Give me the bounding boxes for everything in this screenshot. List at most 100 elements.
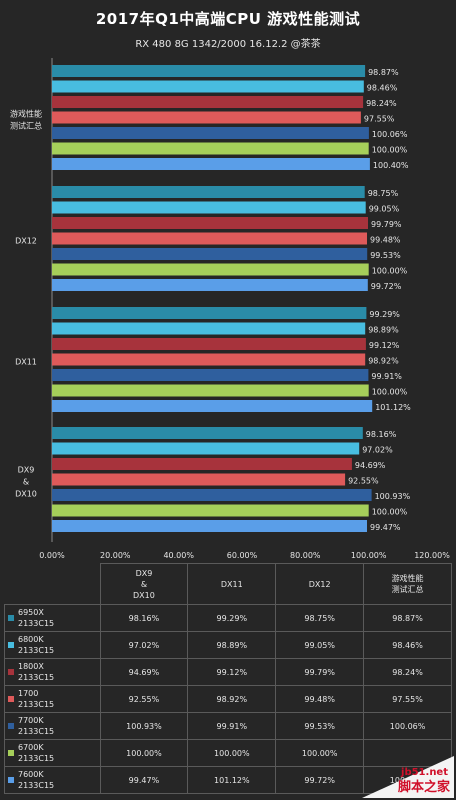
bar	[52, 307, 367, 319]
bar	[52, 217, 368, 229]
legend-cell: 1800X 2133C15	[4, 658, 101, 686]
category-label: 测试汇总	[10, 120, 42, 130]
category-label: DX9	[18, 465, 35, 474]
table-cell: 99.12%	[187, 658, 277, 686]
legend-cpu: 6950X	[18, 608, 44, 617]
table-cell: 99.47%	[99, 766, 189, 794]
bar-value-label: 99.29%	[369, 310, 400, 319]
legend-label: 6950X 2133C15	[18, 607, 54, 629]
x-tick-label: 0.00%	[39, 551, 65, 560]
table-cell: 99.53%	[275, 712, 365, 740]
bar	[52, 127, 369, 139]
table-cell: 98.24%	[363, 658, 452, 686]
bar-value-label: 101.12%	[375, 403, 411, 412]
table-cell: 99.48%	[275, 685, 365, 713]
legend-label: 6800K 2133C15	[18, 634, 54, 656]
legend-label: 1700 2133C15	[18, 688, 54, 710]
legend-swatch	[8, 669, 14, 675]
table-cell: 99.72%	[275, 766, 365, 794]
legend-data-table: DX9 & DX10 DX11 DX12 游戏性能 测试汇总 6950X 2133…	[4, 563, 452, 794]
legend-memory: 2133C15	[18, 727, 55, 736]
table-corner	[4, 563, 101, 605]
bar	[52, 279, 368, 291]
bar	[52, 458, 352, 470]
table-row: 7700K 2133C15 100.93% 99.91% 99.53% 100.06%	[4, 712, 452, 740]
legend-cell: 6700K 2133C15	[4, 739, 101, 767]
bar-value-label: 92.55%	[348, 477, 379, 486]
bar-value-label: 99.05%	[369, 205, 400, 214]
header-line: DX11	[220, 579, 243, 589]
bar	[52, 96, 364, 108]
legend-cpu: 7600K	[18, 770, 44, 779]
legend-cpu: 1700	[18, 689, 39, 698]
bar-value-label: 99.12%	[369, 341, 400, 350]
bar	[52, 142, 369, 155]
bar-value-label: 100.00%	[372, 388, 408, 397]
bar-value-label: 98.16%	[366, 430, 397, 439]
header-summary: 游戏性能 测试汇总	[363, 563, 452, 605]
legend-label: 7700K 2133C15	[18, 715, 54, 737]
table-cell: 100.00%	[99, 739, 189, 767]
bar	[52, 442, 360, 455]
header-line: DX9	[135, 568, 153, 578]
table-row: 1800X 2133C15 94.69% 99.12% 99.79% 98.24%	[4, 658, 452, 686]
bar	[52, 504, 369, 517]
legend-cpu: 1800X	[18, 662, 44, 671]
table-cell: 99.29%	[187, 604, 277, 632]
bar-value-label: 94.69%	[355, 461, 386, 470]
bar	[52, 263, 369, 276]
bar-value-label: 99.79%	[371, 220, 402, 229]
legend-cpu: 7700K	[18, 716, 44, 725]
table-cell: 92.55%	[99, 685, 189, 713]
header-line: DX12	[308, 579, 331, 589]
bar-value-label: 98.87%	[368, 68, 399, 77]
table-cell: 98.75%	[275, 604, 365, 632]
x-tick-label: 120.00%	[414, 551, 450, 560]
table-cell: 100.00%	[187, 739, 277, 767]
site-watermark: jb51.net 脚本之家	[362, 756, 454, 798]
bar	[52, 201, 366, 214]
legend-memory: 2133C15	[18, 781, 55, 790]
bar	[52, 400, 373, 412]
table-cell: 94.69%	[99, 658, 189, 686]
bar	[52, 111, 361, 124]
watermark-site: jb51.net	[401, 767, 448, 778]
category-label: 游戏性能	[10, 108, 42, 118]
bar-value-label: 98.46%	[367, 84, 398, 93]
bar	[52, 248, 368, 260]
bar	[52, 322, 366, 335]
bar	[52, 186, 365, 198]
x-tick-label: 80.00%	[290, 551, 321, 560]
bar-value-label: 100.00%	[372, 267, 408, 276]
table-row: 6950X 2133C15 98.16% 99.29% 98.75% 98.87%	[4, 604, 452, 632]
bar	[52, 427, 363, 439]
bar-value-label: 100.00%	[372, 146, 408, 155]
table-row: 6800K 2133C15 97.02% 98.89% 99.05% 98.46%	[4, 631, 452, 659]
table-cell: 98.89%	[187, 631, 277, 659]
legend-cell: 7700K 2133C15	[4, 712, 101, 740]
legend-cpu: 6800K	[18, 635, 44, 644]
bar-value-label: 100.40%	[373, 161, 409, 170]
header-line: &	[140, 579, 148, 589]
bar-value-label: 100.06%	[372, 130, 408, 139]
bar-value-label: 98.89%	[368, 326, 399, 335]
category-label: DX11	[15, 357, 37, 366]
table-cell: 100.93%	[99, 712, 189, 740]
legend-cell: 1700 2133C15	[4, 685, 101, 713]
bar	[52, 369, 369, 381]
bar-value-label: 100.93%	[375, 492, 411, 501]
header-dx12: DX12	[275, 563, 365, 605]
bar-value-label: 98.92%	[368, 357, 399, 366]
header-dx11: DX11	[187, 563, 277, 605]
legend-cell: 6950X 2133C15	[4, 604, 101, 632]
table-cell: 99.79%	[275, 658, 365, 686]
table-cell: 99.91%	[187, 712, 277, 740]
bar	[52, 473, 346, 486]
bar	[52, 65, 366, 77]
legend-label: 7600K 2133C15	[18, 769, 54, 791]
bar-value-label: 99.48%	[370, 236, 401, 245]
x-tick-label: 40.00%	[163, 551, 194, 560]
legend-memory: 2133C15	[18, 754, 55, 763]
bar-value-label: 99.53%	[370, 251, 401, 260]
table-cell: 98.87%	[363, 604, 452, 632]
